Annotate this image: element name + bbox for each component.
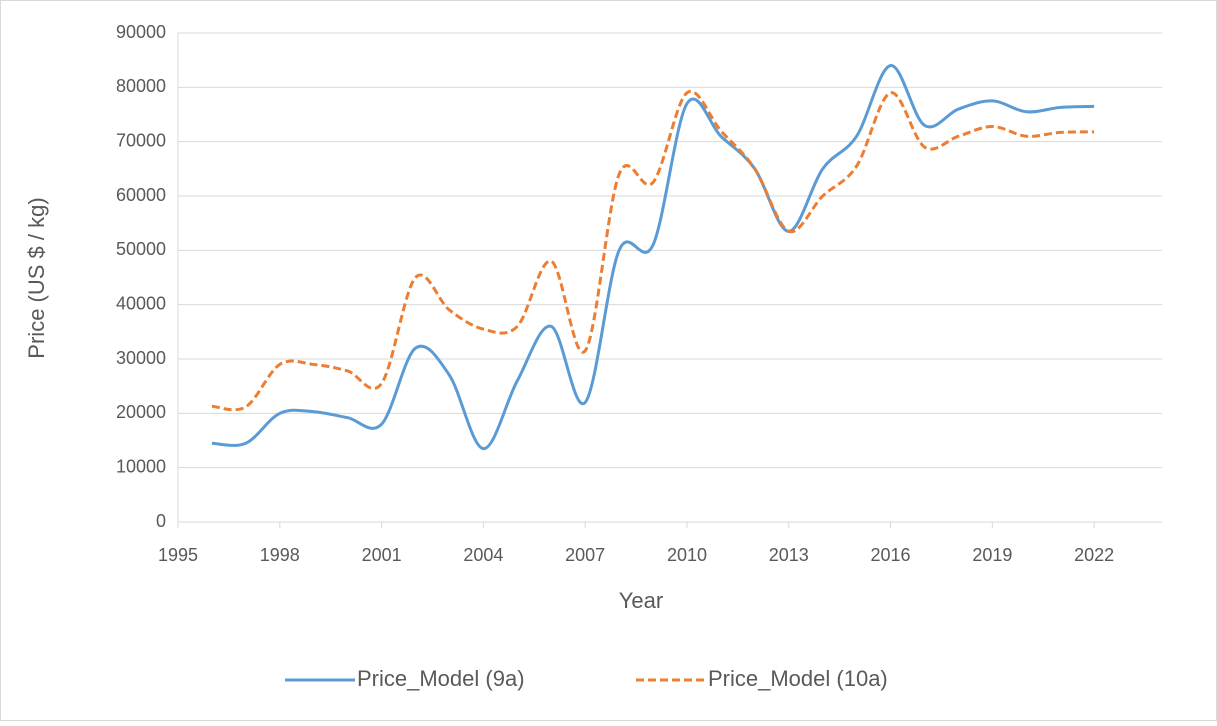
y-tick-label: 80000 <box>116 76 166 96</box>
x-tick-label: 2001 <box>362 545 402 565</box>
x-tick-label: 1995 <box>158 545 198 565</box>
y-tick-label: 40000 <box>116 293 166 313</box>
x-tick-label: 2019 <box>972 545 1012 565</box>
x-tick-label: 2007 <box>565 545 605 565</box>
y-tick-label: 90000 <box>116 22 166 42</box>
legend-label: Price_Model (10a) <box>708 666 888 691</box>
y-tick-label: 60000 <box>116 185 166 205</box>
line-series <box>211 64 1095 451</box>
y-tick-label: 50000 <box>116 239 166 259</box>
y-axis-label: Price (US $ / kg) <box>24 197 49 358</box>
x-tick-label: 2004 <box>463 545 503 565</box>
y-tick-label: 30000 <box>116 348 166 368</box>
y-tick-label: 20000 <box>116 402 166 422</box>
y-tick-label: 0 <box>156 511 166 531</box>
y-tick-label: 70000 <box>116 130 166 150</box>
x-tick-label: 2022 <box>1074 545 1114 565</box>
line-series <box>211 89 1095 412</box>
legend-label: Price_Model (9a) <box>357 666 525 691</box>
x-tick-label: 2013 <box>769 545 809 565</box>
x-tick-label: 1998 <box>260 545 300 565</box>
x-tick-label: 2016 <box>871 545 911 565</box>
y-tick-label: 10000 <box>116 456 166 476</box>
x-axis-label: Year <box>619 588 663 613</box>
x-tick-label: 2010 <box>667 545 707 565</box>
